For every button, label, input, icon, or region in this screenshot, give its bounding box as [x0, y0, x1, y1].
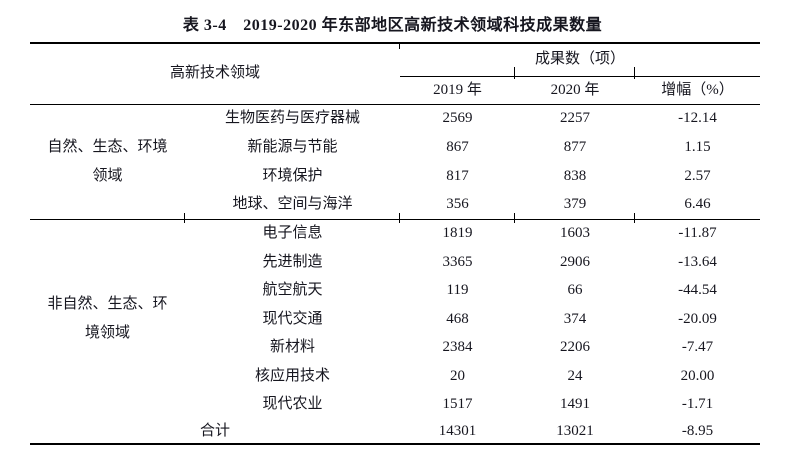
count-2019-cell: 119: [446, 282, 469, 299]
cell-border-tick: [634, 67, 635, 79]
category-cell: 先进制造: [262, 253, 323, 270]
count-2020-cell: 2906: [560, 253, 591, 270]
count-2019-cell: 867: [446, 138, 469, 155]
category-cell: 现代交通: [262, 310, 323, 327]
category-cell: 生物医药与医疗器械: [225, 110, 361, 127]
category-cell: 现代农业: [262, 396, 323, 413]
header-field: 高新技术领域: [30, 42, 401, 105]
category-cell: 航空航天: [262, 282, 323, 299]
table-row: 现代农业 1517 1491 -1.71: [30, 391, 760, 420]
category-cell: 核应用技术: [255, 367, 331, 384]
count-2020-cell: 24: [567, 367, 583, 384]
group-label-line: 领域: [92, 167, 123, 184]
growth-cell: 20.00: [680, 367, 715, 384]
table-row: 环境保护 817 838 2.57: [30, 162, 760, 191]
group-label-line: 非自然、生态、环: [47, 296, 168, 313]
count-2020-cell: 374: [563, 310, 587, 327]
table-row: 核应用技术 20 24 20.00: [30, 362, 760, 391]
count-2020-cell: 1603: [560, 225, 591, 242]
growth-cell: -13.64: [678, 253, 717, 270]
count-2020-cell: 1491: [560, 396, 591, 413]
count-2020-cell: 66: [567, 282, 583, 299]
results-table: 高新技术领域 成果数（项） 2019 年 2020 年 增幅（%） 自然、生态、…: [30, 42, 761, 446]
total-count-2020-cell: 13021: [515, 419, 636, 446]
total-growth-cell: -8.95: [635, 419, 761, 446]
table-row: 新能源与节能 867 877 1.15: [30, 133, 760, 162]
table-row: 新材料 2384 2206 -7.47: [30, 333, 760, 362]
growth-cell: -7.47: [681, 339, 714, 356]
table-row: 航空航天 119 66 -44.54: [30, 276, 760, 305]
header-row-1: 高新技术领域 成果数（项）: [30, 42, 761, 105]
growth-cell: 1.15: [684, 138, 711, 155]
total-row: 合计 14301 13021 -8.95: [30, 419, 761, 446]
category-cell: 电子信息: [262, 225, 323, 242]
category-cell: 环境保护: [262, 167, 323, 184]
cell-border-tick: [399, 213, 400, 223]
category-cell: 新材料: [270, 339, 316, 356]
table-row: 非自然、生态、环 境领域 电子信息 1819 1603 -11.87: [30, 219, 760, 341]
header-results-count: 成果数（项）: [400, 42, 761, 77]
count-2019-cell: 817: [446, 167, 469, 184]
count-2019-cell: 468: [446, 310, 469, 327]
count-2019-cell: 2384: [442, 339, 473, 356]
header-growth: 增幅（%）: [635, 76, 761, 105]
count-2020-cell: 838: [563, 167, 587, 184]
group-label-line: 自然、生态、环境: [47, 138, 168, 155]
table-caption: 表 3-4 2019-2020 年东部地区高新技术领域科技成果数量: [182, 17, 603, 34]
count-2020-cell: 379: [515, 190, 636, 220]
total-count-2019-cell: 14301: [400, 419, 516, 446]
table-row: 自然、生态、环境 领域 生物医药与医疗器械 2569 2257 -12.14: [30, 104, 760, 220]
table-header: 高新技术领域 成果数（项） 2019 年 2020 年 增幅（%）: [30, 42, 761, 105]
table-row: 地球、空间与海洋 356 379 6.46: [30, 190, 761, 220]
growth-cell: 6.46: [635, 190, 761, 220]
count-2019-cell: 356: [400, 190, 516, 220]
category-cell: 地球、空间与海洋: [185, 190, 401, 220]
count-2019-cell: 1819: [442, 225, 473, 242]
header-2019: 2019 年: [400, 76, 516, 105]
count-2019-cell: 3365: [442, 253, 473, 270]
cell-border-tick: [634, 213, 635, 223]
count-2020-cell: 877: [563, 138, 587, 155]
growth-cell: -1.71: [681, 396, 714, 413]
count-2019-cell: 20: [450, 367, 466, 384]
table-row: 现代交通 468 374 -20.09: [30, 305, 760, 334]
growth-cell: 2.57: [684, 167, 711, 184]
total-label: 合计: [30, 419, 401, 446]
count-2020-cell: 2206: [560, 339, 591, 356]
count-2019-cell: 2569: [442, 110, 473, 127]
cell-border-tick: [184, 213, 185, 223]
count-2020-cell: 2257: [560, 110, 591, 127]
group-label-non-natural: 非自然、生态、环 境领域: [30, 219, 185, 419]
category-cell: 新能源与节能: [247, 138, 338, 155]
cell-border-tick: [514, 67, 515, 79]
count-2019-cell: 1517: [442, 396, 473, 413]
header-row-2: 2019 年 2020 年 增幅（%）: [30, 76, 761, 105]
growth-cell: -11.87: [678, 225, 717, 242]
growth-cell: -20.09: [678, 310, 717, 327]
growth-cell: -44.54: [678, 282, 717, 299]
cell-border-tick: [399, 42, 400, 49]
group-label-natural: 自然、生态、环境 领域: [30, 104, 185, 220]
group-label-line: 境领域: [84, 325, 130, 342]
table-row: 先进制造 3365 2906 -13.64: [30, 248, 760, 277]
cell-border-tick: [514, 213, 515, 223]
growth-cell: -12.14: [678, 110, 717, 127]
header-2020: 2020 年: [515, 76, 636, 105]
